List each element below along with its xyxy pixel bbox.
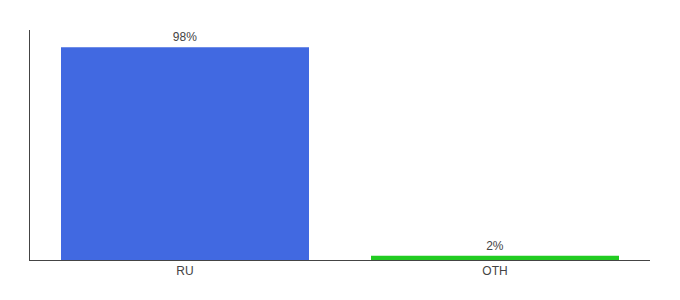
svg-text:RU: RU xyxy=(176,264,193,278)
svg-text:98%: 98% xyxy=(173,30,197,44)
svg-text:OTH: OTH xyxy=(482,264,507,278)
svg-text:2%: 2% xyxy=(486,239,504,253)
